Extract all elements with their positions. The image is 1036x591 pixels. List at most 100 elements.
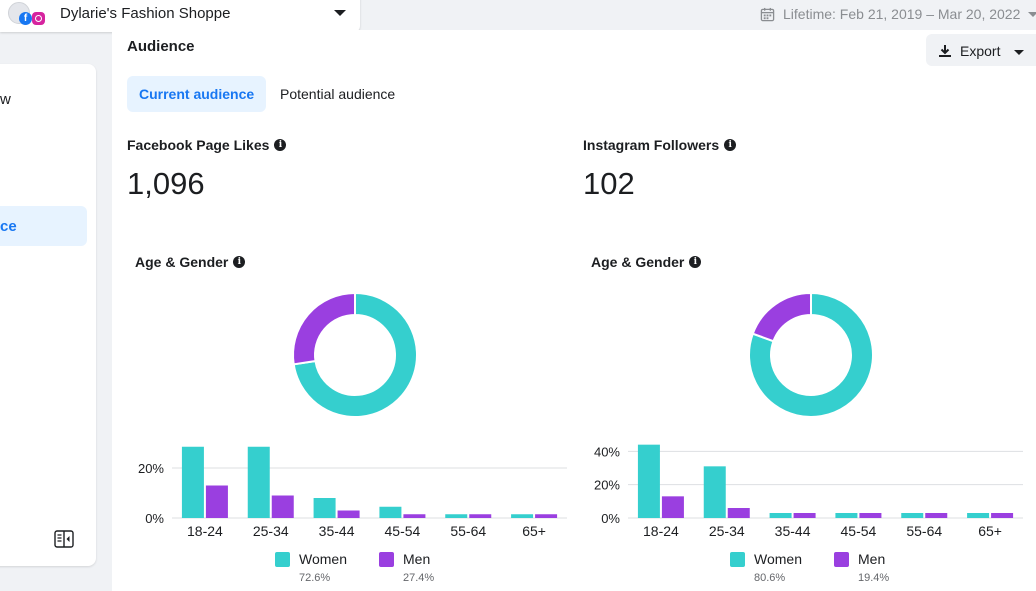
donut-slice-women bbox=[292, 291, 418, 418]
x-tick-label: 18-24 bbox=[187, 523, 223, 539]
bar-women bbox=[247, 446, 270, 518]
export-label: Export bbox=[960, 43, 1001, 59]
bar-women bbox=[637, 444, 660, 518]
instagram-followers-label: Instagram Followers i bbox=[583, 137, 737, 153]
x-tick-label: 18-24 bbox=[643, 523, 679, 539]
legend-label: Men bbox=[403, 551, 431, 567]
info-icon[interactable]: i bbox=[274, 139, 287, 151]
facebook-likes-value: 1,096 bbox=[127, 166, 205, 201]
chevron-down-icon[interactable] bbox=[334, 10, 346, 16]
legend-men[interactable]: Men 27.4% bbox=[379, 551, 483, 588]
chart-label-text: Age & Gender bbox=[591, 254, 685, 270]
instagram-chart-svg: 0% 20% 40% 18-24 25-34 35-44 45-54 55-64 65+ bbox=[594, 291, 1023, 539]
bar-women bbox=[703, 466, 726, 518]
metric-label-text: Instagram Followers bbox=[583, 137, 720, 153]
donut-slice-men bbox=[292, 291, 356, 366]
legend-label: Men bbox=[858, 551, 886, 567]
info-icon[interactable]: i bbox=[689, 256, 702, 268]
legend-percent: 19.4% bbox=[858, 572, 890, 584]
bar-men bbox=[793, 513, 816, 518]
info-icon[interactable]: i bbox=[724, 139, 737, 151]
donut-slice-women bbox=[748, 291, 874, 418]
legend-swatch-men bbox=[834, 552, 849, 567]
bar-men bbox=[469, 514, 492, 518]
sidebar-item-overview[interactable]: w bbox=[0, 91, 11, 108]
chart-legend: Women 80.6% Men 19.4% bbox=[730, 551, 938, 588]
bar-men bbox=[859, 513, 882, 518]
bar-women bbox=[445, 514, 468, 518]
x-tick-label: 65+ bbox=[978, 523, 1002, 539]
legend-swatch-women bbox=[275, 552, 290, 567]
bar-men bbox=[925, 513, 948, 518]
y-tick-label: 0% bbox=[145, 511, 164, 526]
bar-men bbox=[727, 508, 750, 518]
y-tick-label: 20% bbox=[138, 461, 164, 476]
calendar-icon bbox=[760, 7, 775, 21]
date-range-picker[interactable]: Lifetime: Feb 21, 2019 – Mar 20, 2022 bbox=[760, 5, 1036, 23]
bar-women bbox=[901, 513, 924, 518]
x-tick-label: 65+ bbox=[522, 523, 546, 539]
collapse-sidebar-icon[interactable] bbox=[54, 530, 74, 548]
bar-men bbox=[403, 514, 426, 518]
chevron-down-icon bbox=[1014, 50, 1024, 55]
y-tick-label: 0% bbox=[601, 511, 620, 526]
legend-men[interactable]: Men 19.4% bbox=[834, 551, 938, 588]
instagram-age-gender-chart: 0% 20% 40% 18-24 25-34 35-44 45-54 55-64 65+ Wom… bbox=[568, 280, 1028, 591]
page-avatar: f bbox=[8, 2, 45, 25]
legend-percent: 72.6% bbox=[299, 572, 331, 584]
bar-women bbox=[967, 513, 990, 518]
section-title: Audience bbox=[127, 38, 195, 55]
bar-men bbox=[271, 495, 294, 518]
tab-current-audience[interactable]: Current audience bbox=[127, 76, 267, 112]
download-icon bbox=[939, 45, 951, 57]
legend-percent: 80.6% bbox=[754, 572, 786, 584]
audience-panel: Audience Export Current audience Potenti… bbox=[112, 30, 1036, 591]
x-tick-label: 55-64 bbox=[450, 523, 486, 539]
instagram-followers-value: 102 bbox=[583, 166, 635, 201]
chart-legend: Women 72.6% Men 27.4% bbox=[275, 551, 483, 588]
legend-label: Women bbox=[754, 551, 802, 567]
tab-potential-audience[interactable]: Potential audience bbox=[280, 86, 396, 102]
bar-men bbox=[535, 514, 558, 518]
facebook-age-gender-chart: 0% 20% 18-24 25-34 35-44 45-54 55-64 65+ Women … bbox=[112, 280, 572, 591]
bar-women bbox=[769, 513, 792, 518]
bar-women bbox=[835, 513, 858, 518]
instagram-icon bbox=[32, 12, 45, 25]
sidebar-item-audience[interactable]: ce bbox=[0, 206, 87, 246]
export-button[interactable]: Export bbox=[926, 34, 1036, 66]
x-tick-label: 45-54 bbox=[385, 523, 421, 539]
metric-label-text: Facebook Page Likes bbox=[127, 137, 270, 153]
sidebar: w ce bbox=[0, 64, 96, 566]
x-tick-label: 35-44 bbox=[319, 523, 355, 539]
legend-swatch-women bbox=[730, 552, 745, 567]
facebook-chart-svg: 0% 20% 18-24 25-34 35-44 45-54 55-64 65+ bbox=[138, 291, 567, 539]
facebook-age-gender-label: Age & Gender i bbox=[135, 254, 246, 270]
page-selector[interactable]: f Dylarie's Fashion Shoppe bbox=[0, 0, 360, 32]
legend-swatch-men bbox=[379, 552, 394, 567]
legend-women[interactable]: Women 80.6% bbox=[730, 551, 834, 588]
instagram-age-gender-label: Age & Gender i bbox=[591, 254, 702, 270]
donut-slice-men bbox=[751, 291, 812, 343]
facebook-likes-label: Facebook Page Likes i bbox=[127, 137, 287, 153]
chevron-down-icon bbox=[1028, 11, 1036, 17]
y-tick-label: 40% bbox=[594, 444, 620, 459]
bar-men bbox=[205, 485, 228, 518]
bar-women bbox=[511, 514, 534, 518]
bar-women bbox=[379, 506, 402, 518]
bar-women bbox=[313, 498, 336, 518]
sidebar-item-label: ce bbox=[0, 218, 17, 235]
bar-men bbox=[661, 496, 684, 518]
legend-label: Women bbox=[299, 551, 347, 567]
bar-men bbox=[991, 513, 1014, 518]
x-tick-label: 25-34 bbox=[253, 523, 289, 539]
info-icon[interactable]: i bbox=[233, 256, 246, 268]
facebook-icon: f bbox=[19, 12, 32, 25]
bar-women bbox=[181, 446, 204, 518]
page-name: Dylarie's Fashion Shoppe bbox=[60, 5, 231, 22]
x-tick-label: 35-44 bbox=[775, 523, 811, 539]
x-tick-label: 45-54 bbox=[841, 523, 877, 539]
x-tick-label: 25-34 bbox=[709, 523, 745, 539]
legend-percent: 27.4% bbox=[403, 572, 435, 584]
x-tick-label: 55-64 bbox=[906, 523, 942, 539]
legend-women[interactable]: Women 72.6% bbox=[275, 551, 379, 588]
